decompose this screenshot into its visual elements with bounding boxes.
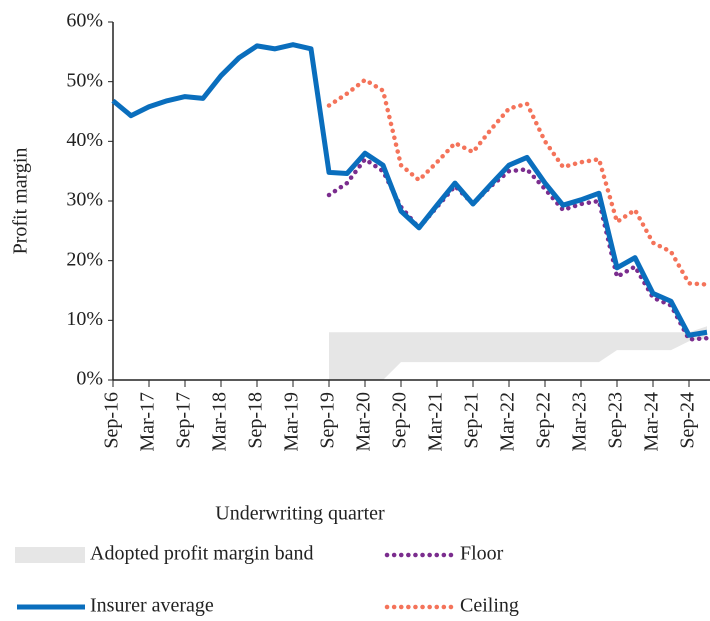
series-line xyxy=(326,156,710,342)
profit-band xyxy=(329,326,707,380)
series-line xyxy=(111,42,708,338)
x-tick-label: Mar-21 xyxy=(425,392,447,452)
x-axis-label: Underwriting quarter xyxy=(215,503,385,525)
x-tick-label: Sep-23 xyxy=(605,392,627,449)
legend-swatch xyxy=(15,547,85,563)
legend-label: Insurer average xyxy=(90,595,214,617)
y-tick-label: 40% xyxy=(66,129,103,151)
legend-label: Ceiling xyxy=(460,595,519,617)
x-tick-label: Mar-19 xyxy=(281,392,303,452)
y-axis-label: Profit margin xyxy=(10,148,32,255)
x-tick-label: Mar-24 xyxy=(641,392,663,452)
x-tick-label: Mar-18 xyxy=(209,392,231,452)
legend-label: Floor xyxy=(460,543,504,565)
y-tick-label: 20% xyxy=(66,248,103,270)
x-tick-label: Sep-22 xyxy=(533,392,555,449)
x-tick-label: Sep-17 xyxy=(173,392,195,449)
x-tick-label: Sep-20 xyxy=(389,392,411,449)
legend-label: Adopted profit margin band xyxy=(90,543,313,565)
y-tick-label: 10% xyxy=(66,308,103,330)
y-tick-label: 0% xyxy=(76,368,103,390)
y-tick-label: 60% xyxy=(66,10,103,32)
series-line xyxy=(326,77,710,287)
x-tick-label: Mar-17 xyxy=(137,392,159,452)
x-tick-label: Sep-24 xyxy=(677,392,699,449)
x-tick-label: Sep-21 xyxy=(461,392,483,449)
y-tick-label: 30% xyxy=(66,189,103,211)
x-tick-label: Mar-22 xyxy=(497,392,519,452)
y-tick-label: 50% xyxy=(66,69,103,91)
x-tick-label: Mar-23 xyxy=(569,392,591,452)
x-tick-label: Sep-18 xyxy=(245,392,267,449)
x-tick-label: Mar-20 xyxy=(353,392,375,452)
x-tick-label: Sep-16 xyxy=(101,392,123,449)
x-tick-label: Sep-19 xyxy=(317,392,339,449)
